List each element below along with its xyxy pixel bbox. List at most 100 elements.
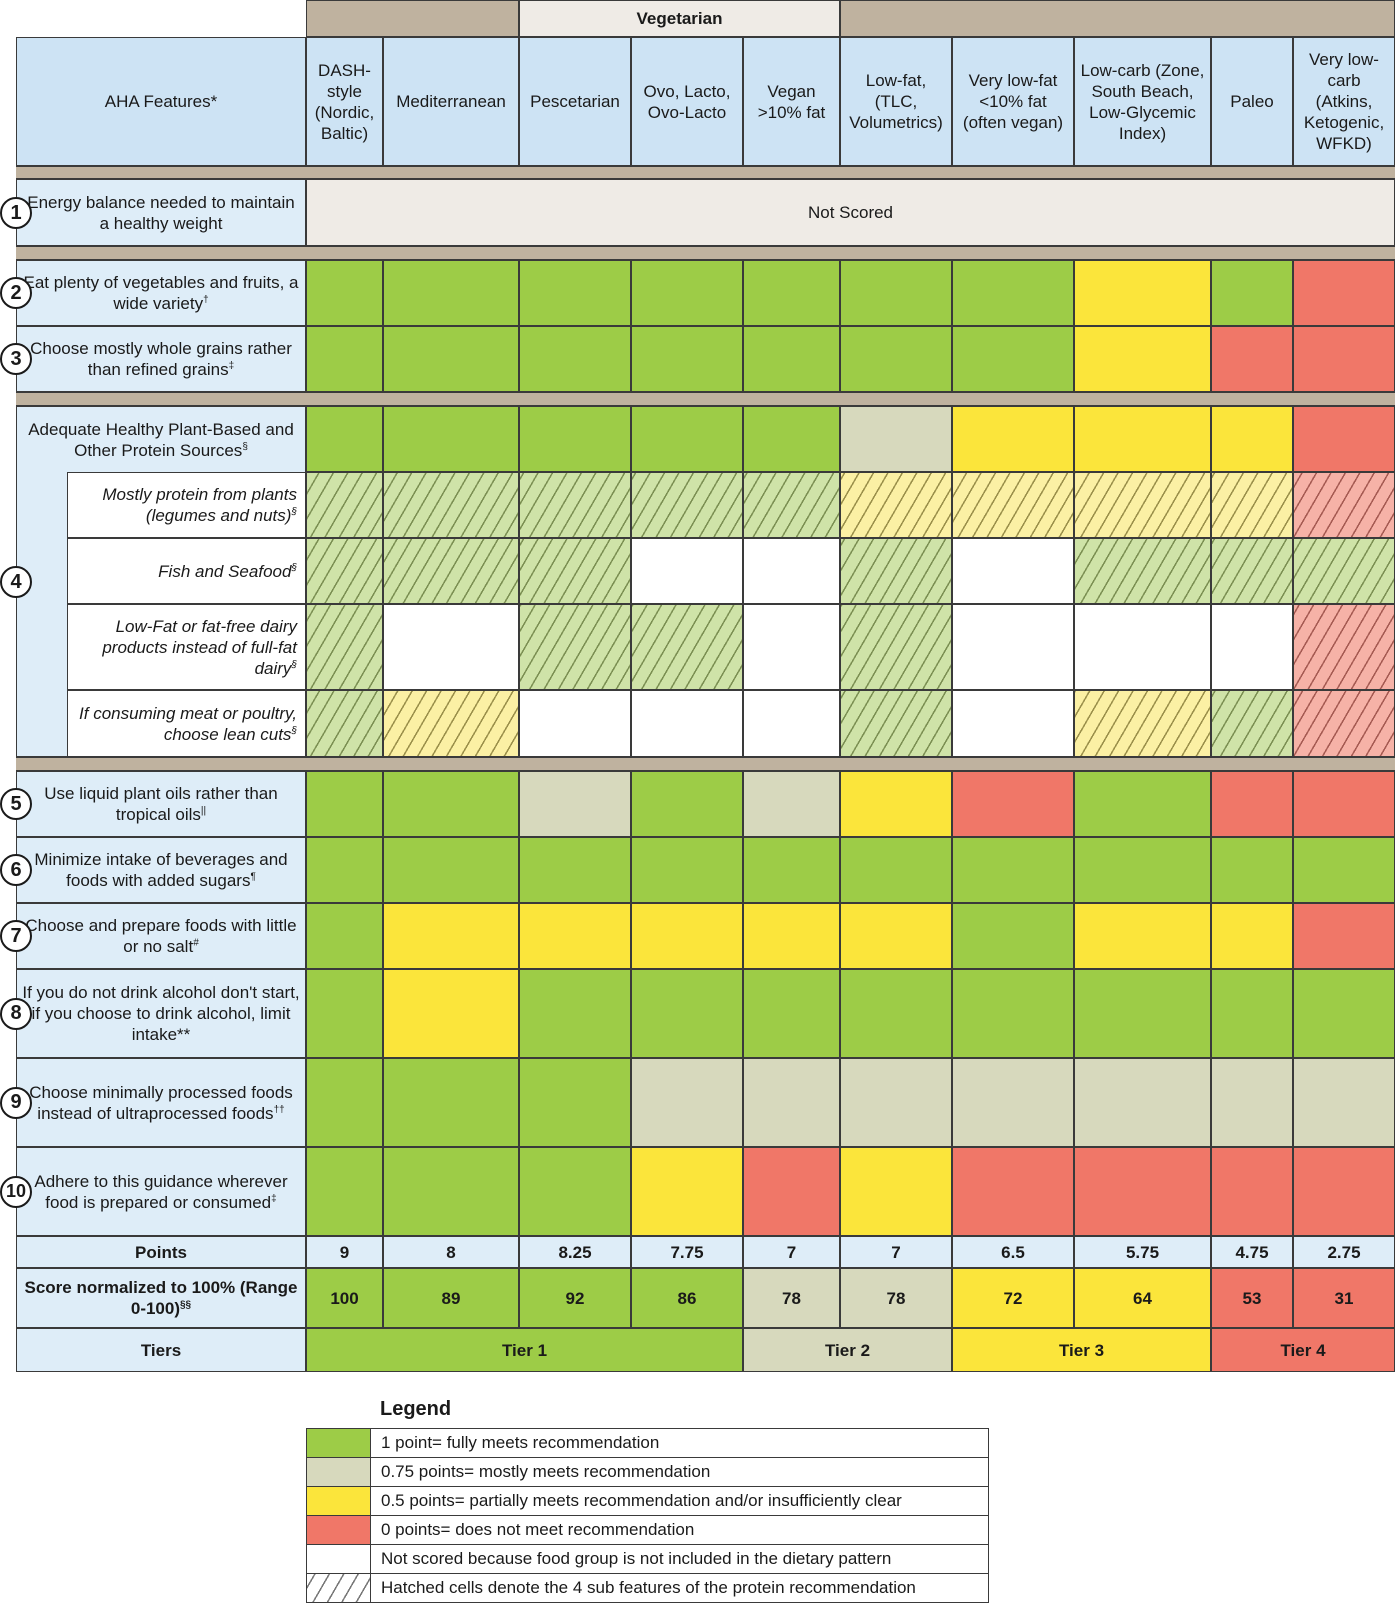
section-separator (16, 166, 1395, 179)
tier-cell: Tier 1 (306, 1328, 743, 1372)
legend-text: Hatched cells denote the 4 sub features … (381, 1578, 916, 1597)
score-cell (306, 771, 383, 837)
score-cell (952, 1147, 1074, 1236)
points-value: 8 (383, 1236, 519, 1268)
score-cell (1211, 326, 1293, 392)
not-scored-cell: Not Scored (306, 179, 1395, 246)
points-value: 9 (306, 1236, 383, 1268)
protein-sub-feature-label: Low-Fat or fat-free dairy products inste… (67, 604, 306, 690)
score-cell (631, 406, 743, 472)
legend-text: 1 point= fully meets recommendation (381, 1433, 660, 1452)
protein-sub-feature-label: If consuming meat or poultry, choose lea… (67, 690, 306, 757)
score-cell (1211, 969, 1293, 1058)
legend-text: Not scored because food group is not inc… (381, 1549, 892, 1568)
score-cell (1211, 1147, 1293, 1236)
score-cell (952, 1058, 1074, 1147)
score-cell (743, 406, 840, 472)
feature-10-footnote: ‡ (271, 1192, 277, 1204)
score-cell (306, 1058, 383, 1147)
hatched-sub-cell (840, 604, 952, 690)
score-cell (306, 326, 383, 392)
score-cell (1074, 1147, 1211, 1236)
section-separator (16, 392, 1395, 406)
feature-4-text: Adequate Healthy Plant-Based and Other P… (28, 419, 294, 460)
diet-column-header: Vegan >10% fat (743, 37, 840, 166)
score-cell (1074, 903, 1211, 969)
legend-swatch (307, 1458, 371, 1486)
normalized-score-value: 92 (519, 1268, 631, 1328)
header-band-vegetarian: Vegetarian (519, 0, 840, 37)
score-cell (631, 260, 743, 326)
hatched-sub-cell (1293, 472, 1395, 538)
score-cell (631, 1058, 743, 1147)
feature-label: Eat plenty of vegetables and fruits, a w… (16, 260, 306, 326)
normalized-score-value: 64 (1074, 1268, 1211, 1328)
feature-5-footnote: || (200, 805, 207, 817)
score-cell (1293, 837, 1395, 903)
score-cell (840, 903, 952, 969)
normalized-score-text: Score normalized to 100% (Range 0-100) (24, 1278, 298, 1318)
feature-label: Choose mostly whole grains rather than r… (16, 326, 306, 392)
protein-sub-4-text: If consuming meat or poultry, choose lea… (79, 703, 297, 744)
score-cell (1074, 1058, 1211, 1147)
hatched-sub-cell (743, 538, 840, 604)
hatched-sub-cell (1074, 604, 1211, 690)
legend-swatch (307, 1574, 371, 1602)
score-cell (631, 771, 743, 837)
tier-cell: Tier 4 (1211, 1328, 1395, 1372)
normalized-score-footnote: §§ (180, 1299, 192, 1311)
score-cell (952, 406, 1074, 472)
score-cell (306, 969, 383, 1058)
score-cell (306, 1147, 383, 1236)
score-cell (519, 406, 631, 472)
score-cell (383, 326, 519, 392)
score-cell (1293, 1147, 1395, 1236)
score-cell (1293, 903, 1395, 969)
diet-column-header: Ovo, Lacto, Ovo-Lacto (631, 37, 743, 166)
points-value: 6.5 (952, 1236, 1074, 1268)
score-cell (1293, 326, 1395, 392)
hatched-sub-cell (383, 538, 519, 604)
diet-column-header: Mediterranean (383, 37, 519, 166)
score-cell (952, 837, 1074, 903)
score-cell (743, 969, 840, 1058)
points-value: 7 (840, 1236, 952, 1268)
diet-column-header: Very low-carb (Atkins, Ketogenic, WFKD) (1293, 37, 1395, 166)
score-cell (519, 1147, 631, 1236)
score-cell (743, 326, 840, 392)
diet-column-header: Low-fat, (TLC, Volumetrics) (840, 37, 952, 166)
feature-4-footnote: § (242, 440, 248, 452)
hatched-sub-cell (383, 472, 519, 538)
score-cell (840, 260, 952, 326)
points-value: 7 (743, 1236, 840, 1268)
score-cell (306, 260, 383, 326)
score-cell (306, 837, 383, 903)
normalized-score-value: 72 (952, 1268, 1074, 1328)
feature-label: Choose minimally processed foods instead… (16, 1058, 306, 1147)
hatched-sub-cell (519, 538, 631, 604)
row-number-8: 8 (0, 997, 32, 1030)
hatched-sub-cell (306, 538, 383, 604)
score-cell (519, 260, 631, 326)
feature-9-text: Choose minimally processed foods instead… (29, 1082, 293, 1123)
protein-sub-3-footnote: § (291, 658, 297, 670)
score-cell (840, 406, 952, 472)
hatched-sub-cell (743, 690, 840, 757)
legend-text: 0.5 points= partially meets recommendati… (381, 1491, 902, 1510)
points-value: 7.75 (631, 1236, 743, 1268)
hatched-sub-cell (306, 604, 383, 690)
hatched-sub-cell (1074, 538, 1211, 604)
score-cell (1293, 1058, 1395, 1147)
diet-column-header: Pescetarian (519, 37, 631, 166)
hatched-sub-cell (631, 690, 743, 757)
legend-item: Not scored because food group is not inc… (306, 1544, 989, 1574)
tier-cell: Tier 2 (743, 1328, 952, 1372)
tier-cell: Tier 3 (952, 1328, 1211, 1372)
normalized-score-value: 53 (1211, 1268, 1293, 1328)
feature-8-text: If you do not drink alcohol don't start,… (22, 983, 300, 1044)
score-cell (1074, 771, 1211, 837)
normalized-score-value: 100 (306, 1268, 383, 1328)
protein-sub-2-footnote: § (291, 561, 297, 573)
score-cell (519, 771, 631, 837)
row-number-1: 1 (0, 197, 32, 229)
